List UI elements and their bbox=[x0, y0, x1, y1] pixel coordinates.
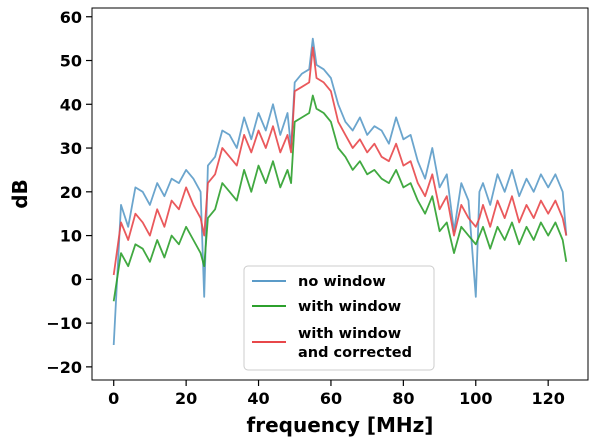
y-tick-label: 30 bbox=[60, 139, 82, 158]
legend-label-0: no window bbox=[298, 274, 386, 290]
legend-box bbox=[243, 265, 435, 371]
legend-label-1: with window bbox=[298, 299, 401, 315]
y-axis: −20 −10 0 10 20 30 40 50 60 bbox=[46, 8, 92, 377]
x-tick-label: 60 bbox=[320, 389, 342, 408]
y-tick-label: 20 bbox=[60, 183, 82, 202]
series-line-1 bbox=[112, 94, 568, 302]
plot-frame bbox=[91, 7, 589, 381]
legend-label-2: with window and corrected bbox=[298, 326, 412, 361]
y-tick-label: 40 bbox=[60, 95, 82, 114]
y-tick-label: −10 bbox=[46, 314, 82, 333]
x-axis: 0 20 40 60 80 100 120 bbox=[108, 380, 565, 408]
series-line-0 bbox=[112, 37, 568, 346]
legend: no window with window with window and corre… bbox=[243, 265, 435, 371]
series-line-2 bbox=[112, 46, 568, 276]
y-tick-label: −20 bbox=[46, 358, 82, 377]
x-tick-label: 120 bbox=[531, 389, 564, 408]
y-tick-label: 0 bbox=[71, 270, 82, 289]
y-tick-label: 60 bbox=[60, 8, 82, 27]
x-axis-label: frequency [MHz] bbox=[247, 413, 434, 437]
series-layer bbox=[112, 37, 568, 346]
x-tick-label: 0 bbox=[108, 389, 119, 408]
y-tick-label: 10 bbox=[60, 227, 82, 246]
x-tick-label: 80 bbox=[392, 389, 414, 408]
y-tick-label: 50 bbox=[60, 52, 82, 71]
x-tick-label: 20 bbox=[175, 389, 197, 408]
y-axis-label: dB bbox=[8, 179, 32, 209]
x-tick-label: 40 bbox=[247, 389, 269, 408]
x-tick-label: 100 bbox=[459, 389, 492, 408]
